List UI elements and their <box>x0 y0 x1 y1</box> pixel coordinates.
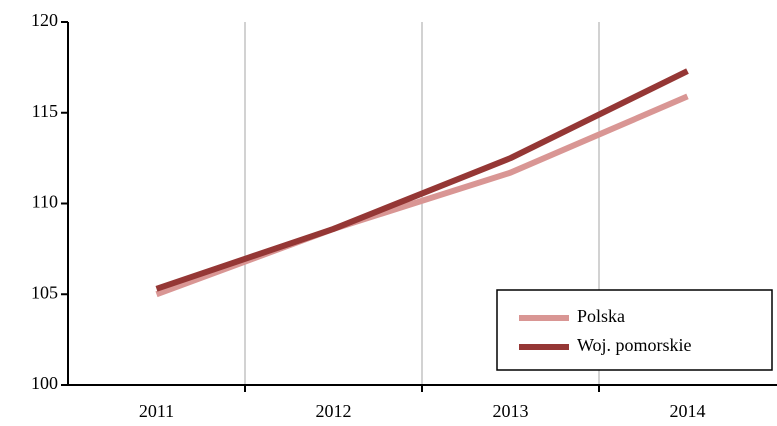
x-tick-label: 2011 <box>139 401 174 421</box>
legend-label: Woj. pomorskie <box>577 335 692 355</box>
x-tick-label: 2013 <box>493 401 529 421</box>
series-line <box>155 68 689 292</box>
legend-box <box>496 289 773 371</box>
y-tick-label: 120 <box>31 10 58 30</box>
x-tick-label: 2014 <box>670 401 706 421</box>
y-tick-label: 110 <box>32 192 58 212</box>
y-tick-label: 115 <box>32 101 58 121</box>
y-tick-label: 105 <box>31 282 58 302</box>
y-tick-label: 100 <box>31 373 58 393</box>
x-tick-label: 2012 <box>316 401 352 421</box>
legend-label: Polska <box>577 306 625 326</box>
